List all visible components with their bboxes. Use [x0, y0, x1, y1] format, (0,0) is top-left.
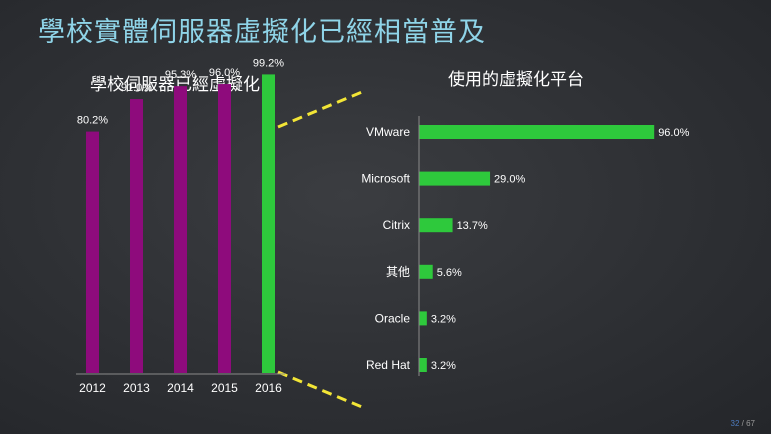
page-current: 32 [730, 419, 740, 428]
right-category-label: VMware [366, 125, 410, 139]
right-bar-4 [419, 311, 427, 326]
right-bar-3 [419, 264, 433, 279]
right-category-label: Red Hat [366, 358, 411, 372]
left-bar-chart: 80.2% 2012 91.0% 2013 95.3% 2014 96.0% 2015 99.2… [76, 57, 285, 395]
left-category-label: 2012 [79, 381, 106, 395]
left-category-label: 2014 [167, 381, 194, 395]
right-bar-2 [419, 218, 453, 233]
left-bar-2014 [174, 86, 187, 373]
right-bar-value-label: 13.7% [457, 220, 488, 232]
left-bar-value-label: 91.0% [121, 82, 152, 94]
page-number: 32 / 67 [731, 419, 755, 428]
connector-top [277, 90, 363, 129]
right-bar-0 [419, 125, 655, 139]
left-chart-title: 學校伺服器已經虛擬化 [90, 75, 260, 95]
right-category-label: 其他 [386, 265, 410, 279]
right-bar-value-label: 3.2% [431, 313, 456, 325]
right-category-label: Oracle [375, 311, 411, 325]
left-bar-value-label: 80.2% [77, 115, 108, 127]
right-bar-chart: VMware 96.0% Microsoft 29.0% Citrix 13.7% 其他 5.… [361, 116, 690, 376]
left-bar-2016 [262, 74, 275, 374]
right-bar-value-label: 3.2% [431, 360, 456, 372]
right-bar-1 [419, 171, 491, 186]
left-category-label: 2015 [211, 381, 238, 395]
right-category-label: Microsoft [361, 172, 410, 186]
right-bar-value-label: 96.0% [658, 127, 689, 139]
right-category-label: Citrix [383, 218, 410, 232]
left-bar-value-label: 99.2% [253, 57, 284, 69]
right-bar-value-label: 5.6% [437, 267, 462, 279]
left-category-label: 2016 [255, 381, 282, 395]
connector-bottom [277, 370, 363, 409]
right-chart-title: 使用的虛擬化平台 [448, 70, 584, 90]
page-separator: / [739, 419, 747, 428]
left-bar-2012 [86, 131, 99, 373]
left-category-label: 2013 [123, 381, 150, 395]
zoom-connectors [277, 90, 363, 409]
slide-title: 學校實體伺服器虛擬化已經相當普及 [38, 17, 486, 48]
left-bar-value-label: 96.0% [209, 67, 240, 79]
right-bar-5 [419, 358, 427, 372]
left-bar-value-label: 95.3% [165, 69, 196, 81]
right-bar-value-label: 29.0% [494, 174, 525, 186]
left-bar-2015 [218, 84, 231, 373]
left-bar-2013 [130, 99, 143, 373]
page-total: 67 [746, 419, 755, 428]
